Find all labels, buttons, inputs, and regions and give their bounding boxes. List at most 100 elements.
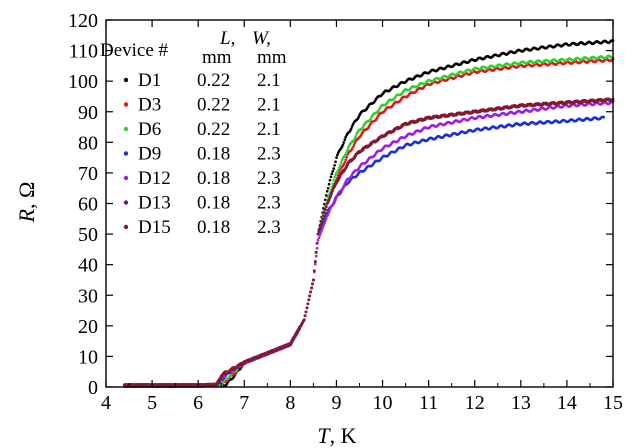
data-point	[341, 186, 345, 190]
data-point	[341, 143, 345, 147]
data-point	[353, 136, 357, 140]
x-tick-label: 14	[557, 392, 577, 414]
data-point	[329, 175, 333, 179]
data-point	[345, 151, 348, 154]
x-axis-unit: , K	[330, 423, 357, 448]
data-point	[316, 238, 320, 242]
x-tick-label: 10	[373, 392, 393, 414]
y-tick-label: 110	[69, 41, 98, 63]
series-D15	[123, 97, 615, 388]
data-point	[308, 294, 312, 298]
data-point	[319, 223, 323, 227]
data-point	[349, 127, 353, 131]
data-point	[324, 208, 327, 211]
data-point	[330, 191, 334, 195]
legend-marker	[123, 102, 129, 107]
data-point	[312, 269, 316, 273]
data-point	[303, 314, 307, 318]
legend-header-device: Device #	[100, 40, 169, 61]
legend-row-D12: D12 0.18 2.3	[123, 168, 281, 189]
data-point	[602, 115, 606, 119]
data-point	[347, 146, 350, 149]
legend-width: 2.3	[257, 168, 281, 189]
y-tick-label: 50	[78, 224, 98, 246]
legend-width: 2.3	[257, 144, 281, 165]
legend-header-l-symbol: L,	[219, 28, 235, 49]
data-point	[330, 172, 334, 176]
legend-width: 2.1	[257, 95, 281, 116]
legend-row-D1: D1 0.22 2.1	[123, 70, 281, 91]
data-point	[325, 202, 329, 205]
data-point	[317, 236, 321, 240]
data-point	[292, 335, 296, 339]
data-point	[343, 161, 347, 164]
data-point	[319, 231, 323, 235]
data-point	[350, 125, 354, 128]
legend-device-name: D15	[138, 217, 171, 238]
data-point	[336, 168, 340, 172]
data-point	[335, 156, 338, 159]
data-point	[327, 210, 331, 214]
data-point	[333, 200, 336, 204]
data-point	[322, 214, 325, 218]
data-point	[332, 167, 336, 170]
legend-width: 2.1	[257, 119, 281, 140]
data-point	[335, 196, 338, 199]
data-point	[338, 163, 342, 167]
data-point	[323, 221, 326, 225]
data-point	[346, 148, 349, 152]
legend-marker	[123, 77, 129, 83]
data-point	[324, 219, 327, 222]
data-point	[309, 290, 312, 294]
y-tick-label: 40	[78, 255, 98, 277]
ticks-layer: 4 5 6 7 8 9 10 11 12 13 14 15 0 10 20 30 40 50 60 70 80 90 100…	[68, 10, 623, 414]
series-D9	[123, 115, 606, 388]
data-point	[291, 338, 295, 341]
x-axis-title: T, K	[317, 423, 356, 448]
data-point	[327, 182, 331, 186]
x-tick-label: 11	[419, 392, 438, 414]
legend-row-D3: D3 0.22 2.1	[123, 95, 281, 116]
y-tick-label: 30	[78, 285, 98, 307]
legend-marker	[123, 126, 129, 132]
data-point	[302, 318, 306, 322]
data-point	[333, 164, 336, 167]
legend-length: 0.22	[197, 119, 230, 140]
data-point	[306, 302, 310, 306]
legend-device-name: D1	[138, 70, 161, 91]
legend-device-name: D13	[138, 193, 171, 214]
data-point	[331, 189, 335, 192]
data-point	[326, 212, 330, 216]
legend-marker	[123, 175, 129, 181]
data-point	[338, 175, 342, 178]
legend-width: 2.3	[257, 193, 281, 214]
data-point	[323, 211, 326, 215]
legend-row-D13: D13 0.18 2.3	[123, 193, 281, 214]
x-tick-label: 7	[239, 392, 249, 414]
legend-device-name: D6	[138, 119, 161, 140]
x-tick-label: 8	[285, 392, 295, 414]
legend-length: 0.22	[197, 95, 230, 116]
data-point	[318, 226, 322, 230]
legend-row-D6: D6 0.22 2.1	[123, 119, 281, 140]
y-axis-unit: , Ω	[14, 182, 39, 209]
data-point	[331, 169, 335, 173]
data-point	[215, 382, 218, 386]
data-point	[313, 262, 317, 266]
data-point	[322, 224, 325, 227]
y-tick-label: 120	[68, 10, 98, 32]
data-point	[329, 194, 333, 198]
x-tick-label: 6	[193, 392, 203, 414]
data-point	[343, 138, 347, 141]
data-point	[324, 205, 328, 208]
data-point	[321, 217, 324, 221]
data-point	[345, 155, 348, 159]
y-tick-label: 10	[78, 346, 98, 368]
data-point	[310, 286, 313, 290]
plot-frame	[105, 19, 614, 388]
data-point	[307, 298, 311, 302]
legend-length: 0.18	[197, 144, 230, 165]
data-point	[336, 153, 339, 157]
data-point	[342, 163, 346, 166]
